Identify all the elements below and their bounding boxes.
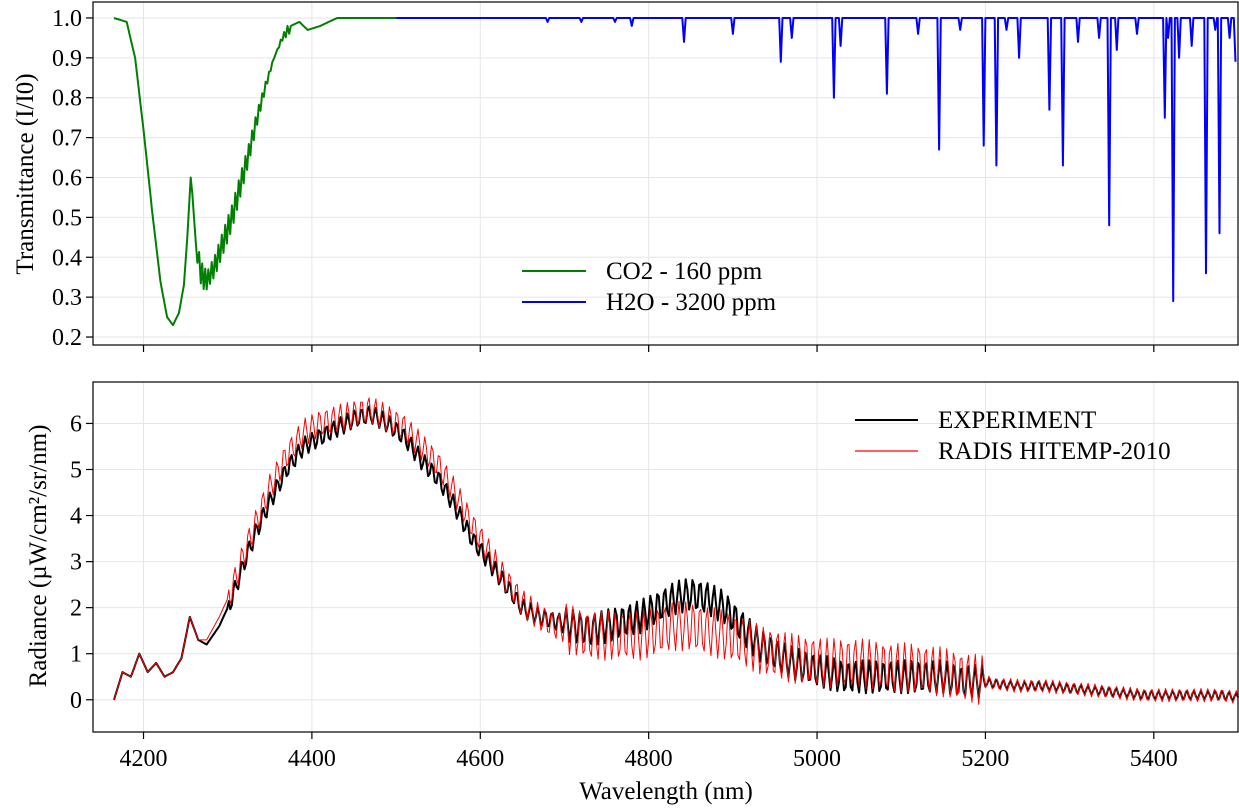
series-line-radis-hitemp-2010 [113,397,1239,705]
y-tick-label: 0.7 [52,126,82,152]
legend-label-experiment: EXPERIMENT [938,407,1096,434]
x-tick-label: 4400 [288,746,336,772]
bottom-grid [93,382,1238,732]
y-tick-label: 0.5 [52,205,82,231]
series-line-co2-160-ppm [113,17,397,327]
series-line-h2o-3200-ppm [396,17,1237,303]
y-tick-label: 1.0 [52,6,82,32]
y-tick-label: 0.9 [52,46,82,72]
top-yticks: 0.2 0.3 0.4 0.5 0.6 0.7 0.8 0.9 1.0 [52,6,93,351]
x-tick-label: 5200 [961,746,1009,772]
x-tick-label: 4800 [625,746,673,772]
top-plot-frame [92,1,1239,346]
y-tick-label: 6 [70,411,82,437]
legend-label-co2: CO2 - 160 ppm [606,258,763,285]
x-tick-label: 5400 [1130,746,1178,772]
y-tick-label: 2 [70,596,82,622]
x-axis-label: Wavelength (nm) [579,778,753,805]
y-tick-label: 0.8 [52,86,82,112]
bottom-plot-frame [92,381,1239,733]
top-legend: CO2 - 160 ppm H2O - 3200 ppm [522,258,777,316]
y-tick-label: 0.6 [52,165,82,191]
legend-label-h2o: H2O - 3200 ppm [606,289,777,316]
bottom-panel: 0 1 2 3 4 5 6 4200 4400 4600 4800 5000 5200 5400 Rad… [25,381,1239,805]
bottom-xticks: 4200 4400 4600 4800 5000 5200 5400 [120,732,1178,772]
y-tick-label: 0.3 [52,285,82,311]
bottom-legend: EXPERIMENT RADIS HITEMP-2010 [855,407,1171,465]
x-tick-label: 4200 [120,746,168,772]
y-tick-label: 0 [70,688,82,714]
y-tick-label: 0.2 [52,325,82,351]
y-tick-label: 1 [70,642,82,668]
bottom-series [113,397,1239,705]
top-panel: 0.2 0.3 0.4 0.5 0.6 0.7 0.8 0.9 1.0 Transmittanc… [12,1,1239,352]
top-xticks [142,345,1155,352]
y-tick-label: 0.4 [52,245,82,271]
bottom-yticks: 0 1 2 3 4 5 6 [70,411,93,714]
bottom-y-axis-label: Radiance (µW/cm²/sr/nm) [25,425,52,688]
x-tick-label: 4600 [456,746,504,772]
x-tick-label: 5000 [793,746,841,772]
top-series [113,17,1237,327]
legend-label-radis: RADIS HITEMP-2010 [938,438,1171,465]
y-tick-label: 5 [70,458,82,484]
y-tick-label: 3 [70,550,82,576]
top-y-axis-label: Transmittance (I/I0) [12,73,39,274]
y-tick-label: 4 [70,504,82,530]
